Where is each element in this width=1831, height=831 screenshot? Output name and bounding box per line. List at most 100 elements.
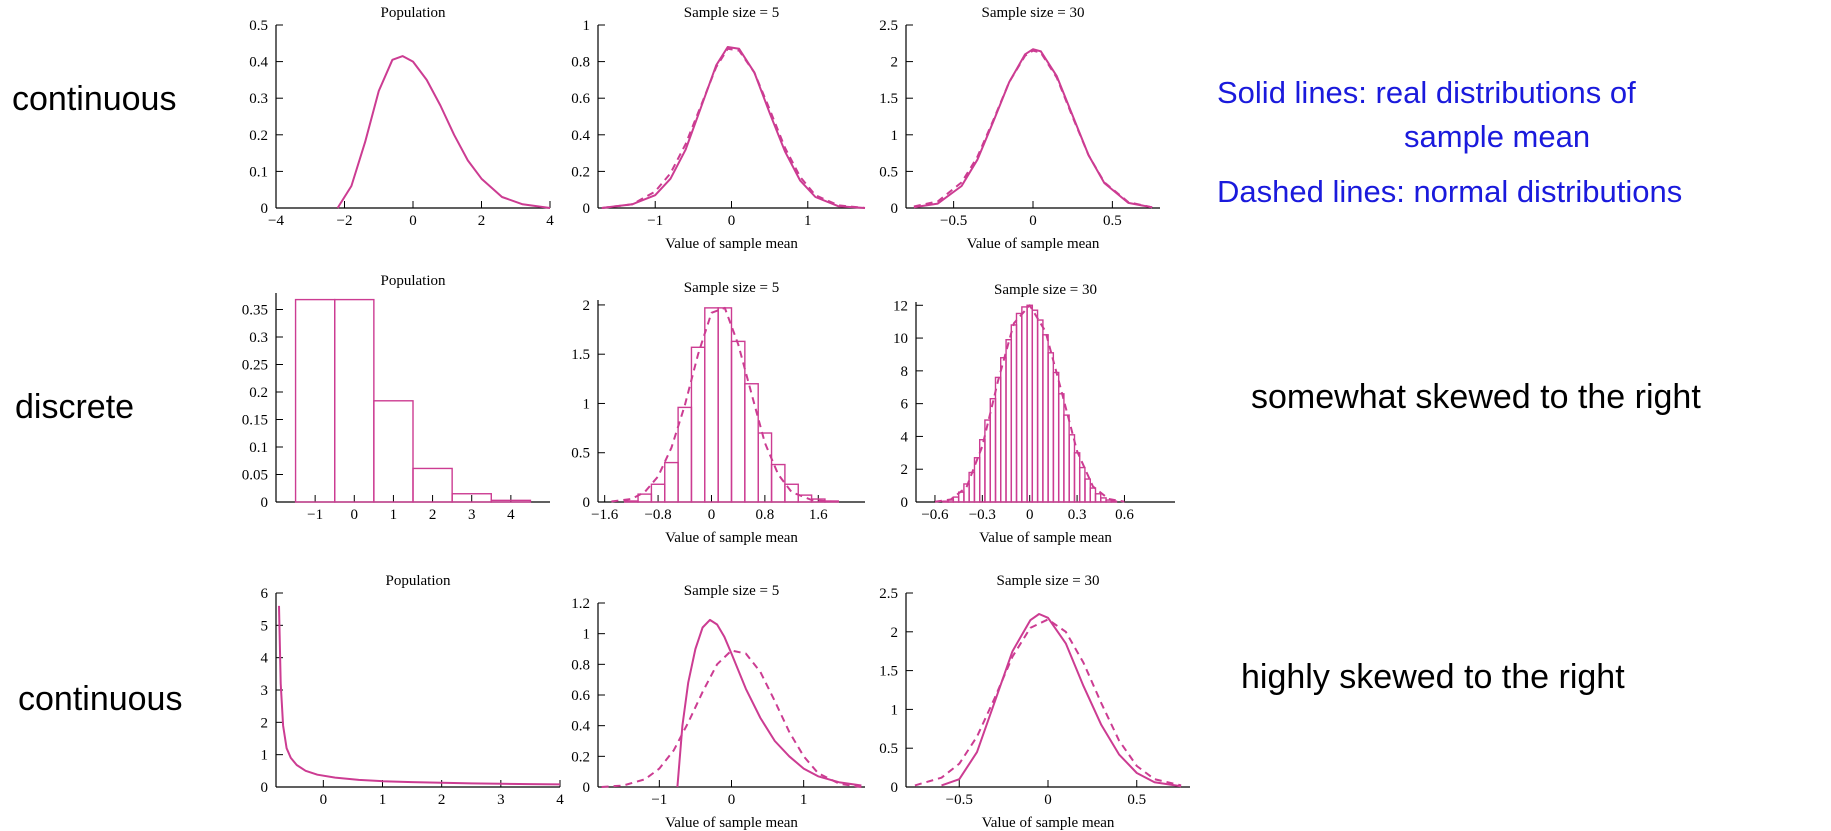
panel9-normal-curve-dashed bbox=[914, 618, 1182, 787]
panel6-bar bbox=[1105, 499, 1112, 503]
row-label-3: continuous bbox=[18, 680, 183, 718]
panel3-x-tick-label: 0 bbox=[1029, 213, 1037, 229]
panel3-real-curve-solid bbox=[913, 48, 1153, 209]
panel6-y-tick-label: 8 bbox=[901, 364, 909, 380]
panel3-y-tick-label: 2.5 bbox=[879, 18, 898, 34]
panel7-y-tick-label: 3 bbox=[261, 683, 269, 699]
panel5-y-tick-label: 0 bbox=[583, 495, 591, 511]
panel6-bar bbox=[1094, 493, 1102, 503]
panel4-bar bbox=[334, 298, 375, 503]
panel5-x-tick-label: 0.8 bbox=[756, 507, 775, 523]
panel1-y-tick-label: 0.1 bbox=[249, 164, 268, 180]
panel2-y-tick-label: 0.2 bbox=[571, 164, 590, 180]
panel6-x-tick-label: 0.3 bbox=[1068, 507, 1087, 523]
panel9-x-axis-label: Value of sample mean bbox=[982, 815, 1115, 831]
panel4-y-tick-label: 0.25 bbox=[242, 358, 268, 374]
panel5-bar bbox=[704, 307, 719, 503]
panel6-bar bbox=[1000, 357, 1007, 503]
panel7-y-tick-label: 4 bbox=[261, 651, 269, 667]
row2-description: somewhat skewed to the right bbox=[1251, 378, 1701, 416]
panel6-normal-curve-dashed bbox=[934, 304, 1125, 503]
row-label-1: continuous bbox=[12, 80, 177, 118]
panel9-y-tick-label: 0.5 bbox=[879, 741, 898, 757]
panel5-y-tick-label: 0.5 bbox=[571, 446, 590, 462]
panel3-normal-curve-dashed bbox=[913, 49, 1153, 209]
panel9-y-tick-label: 2.5 bbox=[879, 586, 898, 602]
panel9-x-tick-label: −0.5 bbox=[946, 792, 973, 808]
panel7-title: Population bbox=[385, 573, 451, 589]
panel2-y-tick-label: 0 bbox=[583, 201, 591, 217]
solid-lines-note-continued: sample mean bbox=[1404, 119, 1591, 154]
panel7-real-curve-solid bbox=[278, 605, 561, 786]
panel6-x-tick-label: −0.3 bbox=[969, 507, 996, 523]
panel6-bar bbox=[1052, 371, 1060, 503]
panel3-y-tick-label: 2 bbox=[891, 55, 899, 71]
panel5-bar bbox=[717, 307, 733, 503]
panel2-real-curve-solid bbox=[601, 46, 866, 209]
panel6-y-tick-label: 0 bbox=[901, 495, 909, 511]
panel6-bar bbox=[1073, 452, 1081, 503]
panel4-bar bbox=[412, 467, 453, 503]
panel8-y-tick-label: 0.6 bbox=[571, 688, 590, 704]
panel9-x-tick-label: 0.5 bbox=[1127, 792, 1146, 808]
panel3-y-tick-label: 1 bbox=[891, 128, 899, 144]
panel9-x-tick-label: 0 bbox=[1044, 792, 1052, 808]
panel2-x-tick-label: 0 bbox=[728, 213, 736, 229]
panel6-bar bbox=[989, 398, 997, 503]
panel2-x-tick-label: 1 bbox=[804, 213, 812, 229]
panel6-bar bbox=[1068, 434, 1076, 503]
panel9-y-tick-label: 1.5 bbox=[879, 664, 898, 680]
panel6-bar bbox=[1063, 414, 1070, 503]
panel7-x-tick-label: 4 bbox=[556, 792, 564, 808]
panel5-bar bbox=[730, 340, 746, 503]
panel8-title: Sample size = 5 bbox=[684, 583, 780, 599]
solid-lines-note: Solid lines: real distributions of bbox=[1217, 75, 1636, 110]
panel8-x-tick-label: 0 bbox=[728, 792, 736, 808]
panel9-y-tick-label: 0 bbox=[891, 780, 899, 796]
panel6-bar bbox=[1042, 334, 1049, 503]
panel4-title: Population bbox=[380, 273, 446, 289]
row3-description: highly skewed to the right bbox=[1241, 658, 1625, 696]
panel6-x-tick-label: 0.6 bbox=[1115, 507, 1134, 523]
panel6-bar bbox=[984, 419, 991, 503]
panel4-x-tick-label: −1 bbox=[307, 507, 323, 523]
panel3-x-axis-label: Value of sample mean bbox=[967, 236, 1100, 252]
panel6-bar bbox=[1015, 312, 1023, 503]
panel5-y-tick-label: 1 bbox=[583, 396, 591, 412]
panel5-bar bbox=[624, 500, 639, 503]
panel6-bar bbox=[1031, 309, 1039, 503]
panel6-title: Sample size = 30 bbox=[994, 282, 1097, 298]
panel4-x-tick-label: 3 bbox=[468, 507, 476, 523]
panel8-y-tick-label: 1.2 bbox=[571, 596, 590, 612]
panel2-y-tick-label: 0.4 bbox=[571, 128, 590, 144]
panel4-bar bbox=[490, 499, 532, 503]
panel6-x-tick-label: −0.6 bbox=[921, 507, 949, 523]
panel6-bar bbox=[942, 500, 949, 503]
panel2-x-axis-label: Value of sample mean bbox=[665, 236, 798, 252]
panel4-y-tick-label: 0.35 bbox=[242, 303, 268, 319]
panel6-y-tick-label: 2 bbox=[901, 462, 909, 478]
panel6-bar bbox=[1036, 319, 1044, 503]
panel3-title: Sample size = 30 bbox=[981, 5, 1084, 21]
panel1-x-tick-label: −4 bbox=[268, 213, 284, 229]
panel1-y-tick-label: 0 bbox=[261, 201, 269, 217]
panel5-x-tick-label: 0 bbox=[708, 507, 716, 523]
panel8-normal-curve-dashed bbox=[601, 649, 862, 788]
panel5-bar bbox=[690, 346, 706, 503]
panel8-x-axis-label: Value of sample mean bbox=[665, 815, 798, 831]
panel5-bar bbox=[664, 461, 679, 503]
panel6-y-tick-label: 10 bbox=[893, 331, 908, 347]
panel2-y-tick-label: 0.8 bbox=[571, 55, 590, 71]
panel1-x-tick-label: 4 bbox=[546, 213, 554, 229]
panel1-x-tick-label: 2 bbox=[478, 213, 486, 229]
panel4-x-tick-label: 0 bbox=[351, 507, 359, 523]
panel6-y-tick-label: 4 bbox=[901, 429, 909, 445]
panel8-y-tick-label: 0.8 bbox=[571, 657, 590, 673]
panel6-bar bbox=[1084, 478, 1091, 503]
panel1-y-tick-label: 0.5 bbox=[249, 18, 268, 34]
panel1-real-curve-solid bbox=[336, 55, 551, 209]
panel6-bar bbox=[1005, 339, 1013, 503]
panel6-bar bbox=[1057, 393, 1065, 503]
panel5-x-tick-label: 1.6 bbox=[809, 507, 828, 523]
panel6-bar bbox=[994, 376, 1002, 503]
